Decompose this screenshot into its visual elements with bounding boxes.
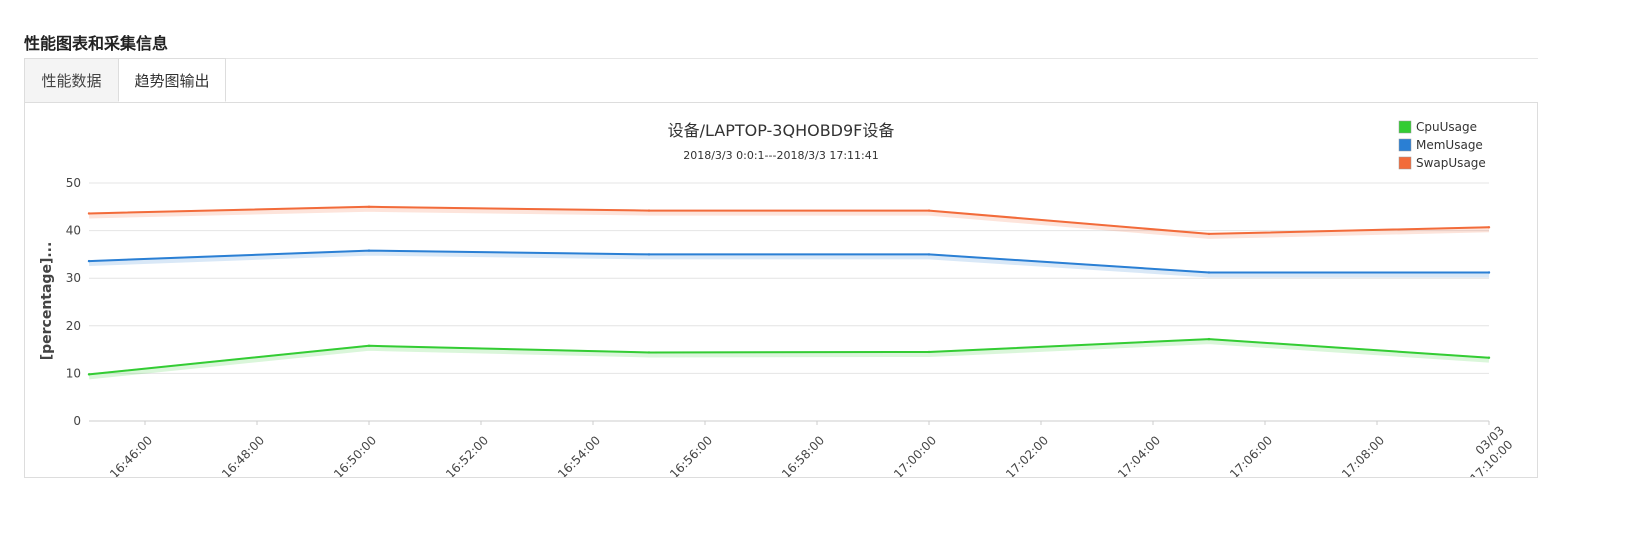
y-tick-label: 40	[66, 224, 81, 238]
series-shadow	[88, 205, 1490, 239]
data-point-memusage	[367, 249, 371, 252]
series-line-memusage	[88, 249, 1489, 274]
x-tick-label: 03/03 17:02:00	[976, 433, 1051, 477]
y-tick-label: 10	[66, 366, 81, 380]
data-point-cpuusage	[87, 373, 91, 376]
y-tick-label: 30	[66, 271, 81, 285]
series-shadow	[88, 249, 1489, 278]
series-line-swapusage	[88, 205, 1490, 235]
data-point-swapusage	[1207, 232, 1211, 236]
legend-label: CpuUsage	[1416, 120, 1477, 134]
line-chart: 设备/LAPTOP-3QHOBD9F设备 2018/3/3 0:0:1---20…	[39, 120, 1516, 477]
x-tick-label: 03/03 16:50:00	[304, 433, 379, 477]
data-point-memusage	[87, 259, 91, 263]
x-tick-label: 03/03 17:06:00	[1200, 433, 1275, 477]
data-point-cpuusage	[1487, 356, 1491, 359]
data-point-swapusage	[87, 212, 91, 215]
data-point-cpuusage	[647, 351, 651, 354]
series-line-cpuusage	[88, 338, 1490, 376]
legend-label: SwapUsage	[1416, 156, 1486, 170]
data-point-memusage	[927, 253, 931, 256]
y-tick-label: 50	[66, 176, 81, 190]
y-axis-ticks: 0 10 20 30 40 50	[66, 176, 81, 428]
x-tick-label: 03/03 16:58:00	[752, 433, 827, 477]
chart-subtitle: 2018/3/3 0:0:1---2018/3/3 17:11:41	[683, 149, 879, 162]
grid-lines	[89, 182, 1489, 422]
data-point-memusage	[1207, 271, 1211, 274]
tab-trend-output[interactable]: 趋势图输出	[118, 58, 226, 102]
x-tick-label: 03/03 16:48:00	[192, 433, 267, 477]
x-tick-label: 03/03 16:46:00	[80, 433, 155, 477]
legend-swatch	[1398, 120, 1412, 134]
section-header: 性能图表和采集信息	[24, 24, 1538, 63]
legend-swatch	[1398, 156, 1412, 170]
x-tick-label: 03/03 17:04:00	[1088, 433, 1163, 477]
y-tick-label: 20	[66, 319, 81, 333]
y-tick-label: 0	[73, 414, 81, 428]
data-point-swapusage	[927, 209, 931, 212]
series-shadow	[88, 338, 1490, 380]
legend: CpuUsage MemUsage SwapUsage	[1398, 120, 1486, 170]
x-tick-label: 03/03 17:08:00	[1312, 433, 1387, 477]
legend-swatch	[1398, 138, 1412, 152]
data-point-memusage	[647, 253, 651, 256]
data-point-memusage	[1487, 271, 1491, 274]
chart-title: 设备/LAPTOP-3QHOBD9F设备	[668, 121, 895, 140]
tab-performance-data[interactable]: 性能数据	[24, 58, 118, 102]
chart-panel: 设备/LAPTOP-3QHOBD9F设备 2018/3/3 0:0:1---20…	[24, 102, 1538, 478]
x-tick-label: 03/03 16:56:00	[640, 433, 715, 477]
series-lines	[87, 205, 1491, 380]
data-point-cpuusage	[367, 344, 371, 347]
data-point-swapusage	[647, 209, 651, 212]
y-axis-label: [percentage]...	[39, 242, 55, 361]
x-tick-label: 03/03 16:54:00	[528, 433, 603, 477]
x-tick-label: 03/03 16:52:00	[416, 433, 491, 477]
data-point-swapusage	[1487, 226, 1491, 229]
data-point-cpuusage	[1207, 337, 1211, 341]
data-point-cpuusage	[927, 350, 931, 354]
x-axis-ticks: 03/03 16:46:00 03/03 16:48:00 03/03 16:50:…	[80, 421, 1516, 477]
data-point-swapusage	[367, 205, 371, 208]
x-tick-label: 03/03 17:00:00	[864, 433, 939, 477]
legend-label: MemUsage	[1416, 138, 1483, 152]
